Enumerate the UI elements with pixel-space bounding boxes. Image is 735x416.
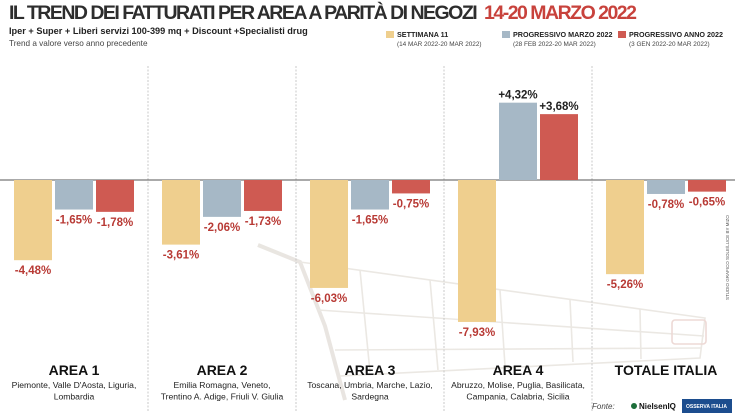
data-label: -4,48% <box>15 265 51 277</box>
legend-swatch <box>386 31 394 38</box>
chart-title: IL TREND DEI FATTURATI PER AREA A PARITÀ… <box>9 1 637 24</box>
area-title: AREA 4 <box>493 362 544 378</box>
area-regions: Sardegna <box>351 392 388 402</box>
area-title: TOTALE ITALIA <box>615 362 718 378</box>
area-title: AREA 2 <box>197 362 248 378</box>
nielseniq-logo-icon <box>631 403 637 409</box>
area-regions: Emilia Romagna, Veneto, <box>174 380 271 390</box>
bar <box>162 180 200 245</box>
chart-note: Trend a valore verso anno precedente <box>9 39 148 48</box>
cart-watermark <box>257 243 707 401</box>
legend-period: (3 GEN 2022-20 MAR 2022) <box>629 41 710 48</box>
osserva-italia-badge <box>682 399 732 413</box>
bar <box>351 180 389 210</box>
data-label: +4,32% <box>498 90 537 102</box>
area-regions: Abruzzo, Molise, Puglia, Basilicata, <box>451 380 585 390</box>
bar <box>310 180 348 288</box>
chart-title-dates: 14-20 MARZO 2022 <box>484 2 637 24</box>
area-separators <box>147 66 593 412</box>
bar <box>96 180 134 212</box>
legend-swatch <box>502 31 510 38</box>
area-title: AREA 3 <box>345 362 396 378</box>
data-label: +3,68% <box>539 101 578 113</box>
legend-period: (14 MAR 2022-20 MAR 2022) <box>397 41 482 48</box>
source-footer: Fonte: NielsenIQ OSSERVA ITALIA <box>592 399 732 413</box>
area-title: AREA 1 <box>49 362 100 378</box>
data-label: -0,75% <box>393 198 429 210</box>
bar <box>606 180 644 275</box>
area-regions: Campania, Calabria, Sicilia <box>466 392 569 402</box>
data-label: -3,61% <box>163 250 199 262</box>
data-label: -1,78% <box>97 217 133 229</box>
value-label-layer: -4,48% -1,65% -1,78% -3,61% -2,06% -1,73% -6,0… <box>15 90 725 339</box>
legend-swatch <box>618 31 626 38</box>
area-regions: Lombardia <box>54 392 95 402</box>
data-label: -2,06% <box>204 222 240 234</box>
bar <box>540 114 578 180</box>
chart-legend: SETTIMANA 11 (14 MAR 2022-20 MAR 2022) PRO… <box>386 30 723 48</box>
legend-label: SETTIMANA 11 <box>397 30 448 39</box>
data-label: -0,78% <box>648 199 684 211</box>
legend-period: (28 FEB 2022-20 MAR 2022) <box>513 41 596 48</box>
data-label: -0,65% <box>689 197 725 209</box>
data-label: -5,26% <box>607 279 643 291</box>
source-logo-osserva: OSSERVA ITALIA <box>686 404 727 410</box>
data-label: -7,93% <box>459 327 495 339</box>
bar <box>688 180 726 192</box>
bar <box>14 180 52 261</box>
bar <box>458 180 496 322</box>
bar <box>392 180 430 194</box>
source-label: Fonte: <box>592 402 615 411</box>
side-credit: STUDIO GRAFICO SOLE/LUCE BY MIZO <box>725 215 730 300</box>
bar <box>203 180 241 217</box>
bar <box>55 180 93 210</box>
data-label: -1,73% <box>245 216 281 228</box>
bar <box>499 102 537 180</box>
bar <box>647 180 685 194</box>
legend-label: PROGRESSIVO ANNO 2022 <box>629 30 723 39</box>
legend-label: PROGRESSIVO MARZO 2022 <box>513 30 612 39</box>
data-label: -1,65% <box>56 215 92 227</box>
source-logo-nielseniq: NielsenIQ <box>639 402 676 411</box>
area-regions: Toscana, Umbria, Marche, Lazio, <box>307 380 433 390</box>
chart-title-main: IL TREND DEI FATTURATI PER AREA A PARITÀ… <box>9 1 478 24</box>
area-label-layer: AREA 1 Piemonte, Valle D'Aosta, Liguria, L… <box>12 362 718 402</box>
area-regions: Trentino A. Adige, Friuli V. Giulia <box>161 392 284 402</box>
chart-subtitle: Iper + Super + Liberi servizi 100-399 mq… <box>9 26 308 36</box>
data-label: -6,03% <box>311 293 347 305</box>
bar <box>244 180 282 211</box>
area-regions: Piemonte, Valle D'Aosta, Liguria, <box>12 380 137 390</box>
bar-layer <box>14 102 726 322</box>
data-label: -1,65% <box>352 215 388 227</box>
